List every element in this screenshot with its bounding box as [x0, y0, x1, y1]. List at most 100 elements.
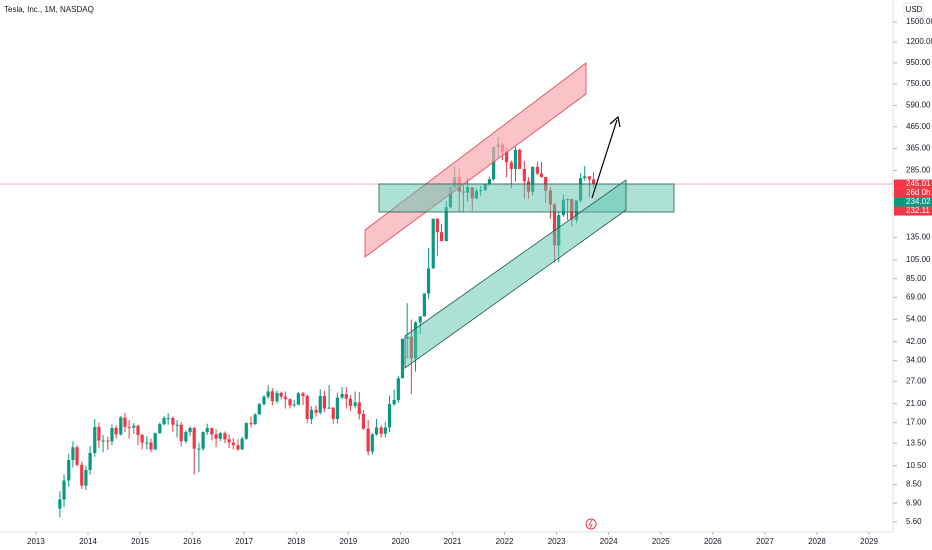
- candle-body: [227, 439, 231, 443]
- candle-body: [257, 404, 261, 415]
- y-tick-label: 10.50: [906, 461, 927, 470]
- candle-body: [392, 399, 396, 405]
- arrow-head: [609, 115, 621, 128]
- candle-body: [431, 218, 435, 269]
- y-tick-label: 285.00: [906, 166, 931, 175]
- candle-body: [71, 447, 75, 460]
- candle-body: [179, 424, 183, 442]
- x-tick-label: 2028: [808, 537, 826, 546]
- candle-body: [444, 207, 448, 242]
- candle-body: [249, 423, 253, 425]
- x-tick-label: 2025: [652, 537, 670, 546]
- candle-body: [513, 149, 518, 169]
- candle-body: [379, 427, 383, 434]
- candle-body: [426, 268, 431, 294]
- candle-body: [119, 417, 123, 435]
- drawings: [364, 62, 675, 369]
- candle-body: [240, 438, 244, 450]
- candle-body: [340, 394, 344, 398]
- candle-body: [322, 395, 326, 409]
- candle-body: [292, 404, 296, 406]
- candle-body: [136, 425, 140, 435]
- candle-body: [348, 398, 353, 406]
- candle-body: [357, 402, 361, 415]
- candle-body: [583, 176, 587, 179]
- candle-body: [522, 168, 526, 182]
- x-tick-label: 2022: [496, 537, 514, 546]
- candle-body: [370, 434, 374, 452]
- candle-body: [531, 166, 535, 192]
- candle-body: [296, 393, 300, 405]
- y-tick-label: 17.00: [906, 418, 927, 427]
- candle-body: [318, 395, 322, 413]
- candle-body: [539, 173, 544, 177]
- candle-body: [201, 432, 205, 449]
- teal-channel: [404, 179, 627, 369]
- y-tick-label: 135.00: [906, 232, 931, 241]
- candle-body: [153, 433, 157, 450]
- x-tick-label: 2023: [548, 537, 566, 546]
- candle-body: [88, 452, 92, 471]
- candle-body: [114, 428, 118, 435]
- candle-body: [223, 433, 227, 440]
- y-tick-label: 27.00: [906, 376, 927, 385]
- candle-body: [487, 179, 492, 184]
- candle-body: [67, 459, 71, 481]
- candle-body: [218, 433, 222, 439]
- ma-label-box: [894, 197, 932, 207]
- candle-body: [283, 396, 287, 400]
- y-tick-label: 69.00: [906, 292, 927, 301]
- ma-label: 234.02: [906, 197, 931, 206]
- candle-body: [552, 204, 557, 246]
- candle-body: [166, 417, 170, 419]
- candle-body: [400, 338, 405, 379]
- y-tick-label: 5.60: [906, 517, 922, 526]
- candle-body: [253, 414, 257, 425]
- countdown-label: 26d 0h: [906, 188, 930, 197]
- candle-body: [175, 424, 179, 426]
- candle-body: [75, 447, 79, 465]
- candle-body: [97, 426, 101, 441]
- candle-body: [162, 417, 166, 425]
- candle-body: [383, 427, 387, 434]
- candle-body: [127, 426, 131, 428]
- candle-body: [93, 426, 97, 453]
- y-tick-label: 590.00: [906, 101, 931, 110]
- y-tick-label: 1200.00: [906, 37, 932, 46]
- candle-body: [205, 428, 209, 433]
- candle-body: [518, 149, 522, 169]
- ma-label: 232.11: [906, 206, 930, 215]
- candle-body: [591, 179, 596, 185]
- candle-body: [197, 448, 201, 450]
- y-tick-label: 105.00: [906, 255, 931, 264]
- candle-body: [301, 393, 305, 396]
- teal-zone: [378, 183, 675, 213]
- candle-body: [262, 396, 266, 405]
- arrow-line: [591, 119, 618, 199]
- last-price-label-box: [894, 179, 932, 189]
- candle-body: [171, 417, 175, 425]
- x-tick-label: 2029: [860, 537, 878, 546]
- x-tick-label: 2017: [235, 537, 253, 546]
- event-bolt: [588, 519, 593, 529]
- y-tick-label: 13.50: [906, 438, 927, 447]
- event-icon[interactable]: [585, 518, 597, 530]
- y-tick-label: 6.90: [906, 498, 922, 507]
- candle-body: [587, 176, 592, 180]
- candle-body: [422, 293, 426, 317]
- candle-body: [214, 434, 218, 439]
- candle-body: [80, 464, 84, 486]
- y-tick-label: 950.00: [906, 58, 931, 67]
- x-tick-label: 2027: [756, 537, 774, 546]
- candle-body: [101, 440, 105, 442]
- candle-body: [309, 409, 313, 419]
- candle-body: [62, 480, 66, 500]
- candle-body: [505, 151, 509, 163]
- candle-body: [509, 162, 513, 169]
- candle-body: [158, 424, 162, 434]
- x-tick-label: 2019: [339, 537, 357, 546]
- y-tick-label: 8.50: [906, 480, 922, 489]
- candle-body: [418, 316, 422, 323]
- y-tick-label: 750.00: [906, 79, 931, 88]
- candle-body: [439, 232, 444, 242]
